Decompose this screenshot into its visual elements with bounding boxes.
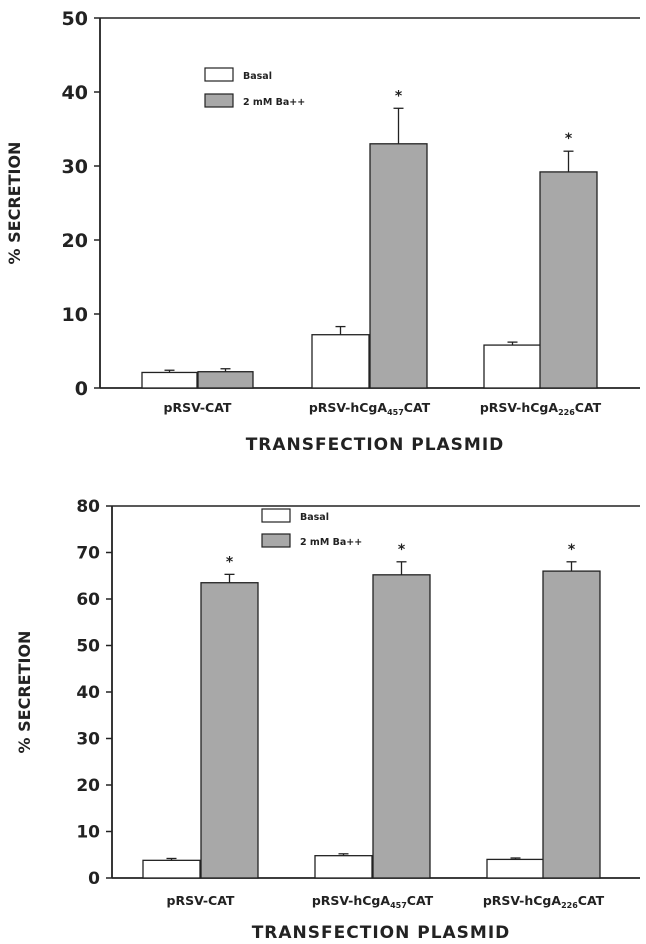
y-tick-label: 60 xyxy=(76,590,100,610)
chart-2: 0 10 20 30 40 50 60 70 80 % SECRETION * pRSV-CAT * pR… xyxy=(15,497,640,943)
y-tick-label: 10 xyxy=(76,823,100,843)
legend-swatch xyxy=(261,533,291,548)
chart-1: 0 10 20 30 40 50 % SECRETION pRSV-CAT * pRSV-hCgA… xyxy=(5,8,640,455)
legend-swatch xyxy=(261,508,291,523)
y-tick-label: 0 xyxy=(88,869,100,889)
x-axis-title: TRANSFECTION PLASMID xyxy=(252,923,511,943)
x-axis-title: TRANSFECTION PLASMID xyxy=(246,435,505,455)
significance-marker: * xyxy=(398,542,406,558)
legend-swatch xyxy=(204,93,234,108)
y-axis-title: % SECRETION xyxy=(5,142,24,265)
legend-swatch xyxy=(204,67,234,82)
legend-label: 2 mM Ba++ xyxy=(300,537,362,548)
bar-ba-2 xyxy=(372,574,431,879)
y-tick-label: 20 xyxy=(62,230,88,252)
y-tick-label: 50 xyxy=(76,637,100,657)
y-tick-label: 40 xyxy=(62,82,88,104)
y-tick-label: 10 xyxy=(62,304,88,326)
bar-ba-1 xyxy=(200,582,259,879)
bar-ba-3 xyxy=(542,570,601,879)
bar-basal-1 xyxy=(141,371,198,389)
bar-ba-3 xyxy=(539,171,598,389)
bar-basal-2 xyxy=(311,334,370,389)
y-tick-label: 20 xyxy=(76,776,100,796)
y-tick-label: 70 xyxy=(76,544,100,564)
y-tick-label: 0 xyxy=(75,378,88,400)
legend-label: Basal xyxy=(243,71,272,82)
bar-basal-3 xyxy=(483,344,542,389)
significance-marker: * xyxy=(395,88,403,104)
bar-ba-2 xyxy=(369,143,428,389)
x-tick-label: pRSV-hCgA457CAT xyxy=(309,400,431,417)
legend-label: 2 mM Ba++ xyxy=(243,97,305,108)
y-tick-label: 40 xyxy=(76,683,100,703)
x-tick-label: pRSV-hCgA226CAT xyxy=(480,400,602,417)
bar-basal-3 xyxy=(486,858,545,879)
x-tick-label: pRSV-hCgA457CAT xyxy=(312,893,434,910)
significance-marker: * xyxy=(568,542,576,558)
bar-basal-1 xyxy=(142,859,201,879)
y-tick-label: 30 xyxy=(62,156,88,178)
y-tick-label: 80 xyxy=(76,497,100,517)
x-tick-label: pRSV-CAT xyxy=(164,400,232,415)
legend-label: Basal xyxy=(300,512,329,523)
y-tick-label: 30 xyxy=(76,730,100,750)
significance-marker: * xyxy=(565,131,573,147)
significance-marker: * xyxy=(226,554,234,570)
x-tick-label: pRSV-hCgA226CAT xyxy=(483,893,605,910)
bar-basal-2 xyxy=(314,855,373,879)
y-axis-title: % SECRETION xyxy=(15,631,34,754)
y-tick-label: 50 xyxy=(62,8,88,30)
bar-ba-1 xyxy=(197,371,254,389)
x-tick-label: pRSV-CAT xyxy=(167,893,235,908)
